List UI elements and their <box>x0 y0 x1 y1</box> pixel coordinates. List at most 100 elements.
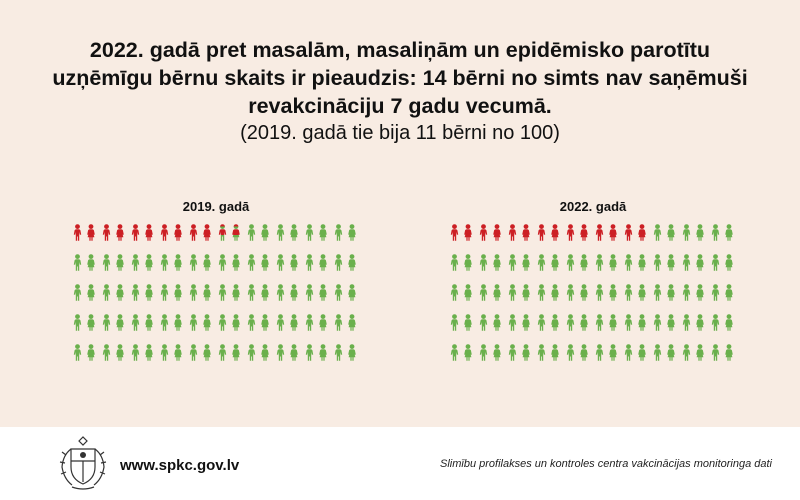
child-pair-icon <box>624 254 646 271</box>
child-pair-icon <box>682 224 704 241</box>
pictogram-2022: 2022. gadā <box>448 198 738 372</box>
pictogram-grid-2022 <box>448 222 738 372</box>
child-pair-icon <box>653 224 675 241</box>
child-pair-icon <box>711 254 733 271</box>
child-pair-icon <box>566 284 588 301</box>
child-pair-icon <box>102 314 124 331</box>
child-pair-icon <box>450 344 472 361</box>
child-pair-icon <box>682 314 704 331</box>
data-source-note: Slimību profilakses un kontroles centra … <box>440 458 772 470</box>
child-pair-icon <box>566 224 588 241</box>
child-pair-icon <box>102 284 124 301</box>
child-pair-icon <box>595 224 617 241</box>
child-pair-icon <box>682 284 704 301</box>
child-pair-icon <box>450 254 472 271</box>
child-pair-icon <box>653 314 675 331</box>
child-pair-icon <box>450 284 472 301</box>
child-pair-icon <box>305 314 327 331</box>
child-pair-icon <box>566 254 588 271</box>
website-url[interactable]: www.spkc.gov.lv <box>120 457 240 474</box>
child-pair-icon <box>218 344 240 361</box>
child-pair-icon <box>711 344 733 361</box>
child-pair-icon <box>537 284 559 301</box>
child-pair-icon <box>189 314 211 331</box>
child-pair-icon <box>711 314 733 331</box>
child-pair-icon <box>682 254 704 271</box>
child-pair-icon <box>160 284 182 301</box>
child-pair-icon <box>160 254 182 271</box>
child-pair-icon <box>160 224 182 241</box>
child-pair-icon <box>334 314 356 331</box>
child-pair-icon <box>276 314 298 331</box>
child-pair-icon <box>218 224 240 241</box>
child-pair-icon <box>537 344 559 361</box>
child-pair-icon <box>102 344 124 361</box>
child-pair-icon <box>73 344 95 361</box>
child-pair-icon <box>73 284 95 301</box>
footer: www.spkc.gov.lv Slimību profilakses un k… <box>0 427 800 500</box>
child-pair-icon <box>102 224 124 241</box>
child-pair-icon <box>305 224 327 241</box>
child-pair-icon <box>450 314 472 331</box>
child-pair-icon <box>479 224 501 241</box>
child-pair-icon <box>73 314 95 331</box>
child-pair-icon <box>247 254 269 271</box>
child-pair-icon <box>247 344 269 361</box>
child-pair-icon <box>305 284 327 301</box>
child-pair-icon <box>276 344 298 361</box>
child-pair-icon <box>334 344 356 361</box>
child-pair-icon <box>711 224 733 241</box>
child-pair-icon <box>189 344 211 361</box>
child-pair-icon <box>189 254 211 271</box>
child-pair-icon <box>479 254 501 271</box>
child-pair-icon <box>189 224 211 241</box>
child-pair-icon <box>218 254 240 271</box>
child-pair-icon <box>102 254 124 271</box>
child-pair-icon <box>218 284 240 301</box>
child-pair-icon <box>595 284 617 301</box>
latvia-coat-of-arms-icon <box>59 436 107 490</box>
child-pair-icon <box>566 344 588 361</box>
child-pair-icon <box>508 254 530 271</box>
child-pair-icon <box>334 284 356 301</box>
child-pair-icon <box>624 314 646 331</box>
child-pair-icon <box>624 344 646 361</box>
child-pair-icon <box>653 344 675 361</box>
child-pair-icon <box>653 254 675 271</box>
child-pair-icon <box>334 224 356 241</box>
child-pair-icon <box>131 314 153 331</box>
pictogram-grid-2019 <box>71 222 361 372</box>
child-pair-icon <box>624 224 646 241</box>
child-pair-icon <box>247 314 269 331</box>
child-pair-icon <box>131 284 153 301</box>
child-pair-icon <box>682 344 704 361</box>
pictogram-title-2022: 2022. gadā <box>559 199 627 214</box>
child-pair-icon <box>247 284 269 301</box>
child-pair-icon <box>595 314 617 331</box>
child-pair-icon <box>276 254 298 271</box>
slide: 2022. gadā pret masalām, masaliņām un ep… <box>0 0 800 427</box>
child-pair-icon <box>305 254 327 271</box>
child-pair-icon <box>566 314 588 331</box>
child-pair-icon <box>508 284 530 301</box>
child-pair-icon <box>276 224 298 241</box>
child-pair-icon <box>537 224 559 241</box>
child-pair-icon <box>479 284 501 301</box>
page-subtitle: (2019. gadā tie bija 11 bērni no 100) <box>240 122 560 144</box>
child-pair-icon <box>73 254 95 271</box>
page-title: 2022. gadā pret masalām, masaliņām un ep… <box>52 38 748 118</box>
child-pair-icon <box>218 314 240 331</box>
child-pair-icon <box>537 314 559 331</box>
child-pair-icon <box>305 344 327 361</box>
child-pair-icon <box>508 224 530 241</box>
child-pair-icon <box>160 344 182 361</box>
child-pair-icon <box>711 284 733 301</box>
child-pair-icon <box>624 284 646 301</box>
child-pair-icon <box>131 254 153 271</box>
pictogram-title-2019: 2019. gadā <box>182 199 250 214</box>
child-pair-icon <box>160 314 182 331</box>
child-pair-icon <box>537 254 559 271</box>
child-pair-icon <box>334 254 356 271</box>
child-pair-icon <box>131 224 153 241</box>
child-pair-icon <box>595 254 617 271</box>
